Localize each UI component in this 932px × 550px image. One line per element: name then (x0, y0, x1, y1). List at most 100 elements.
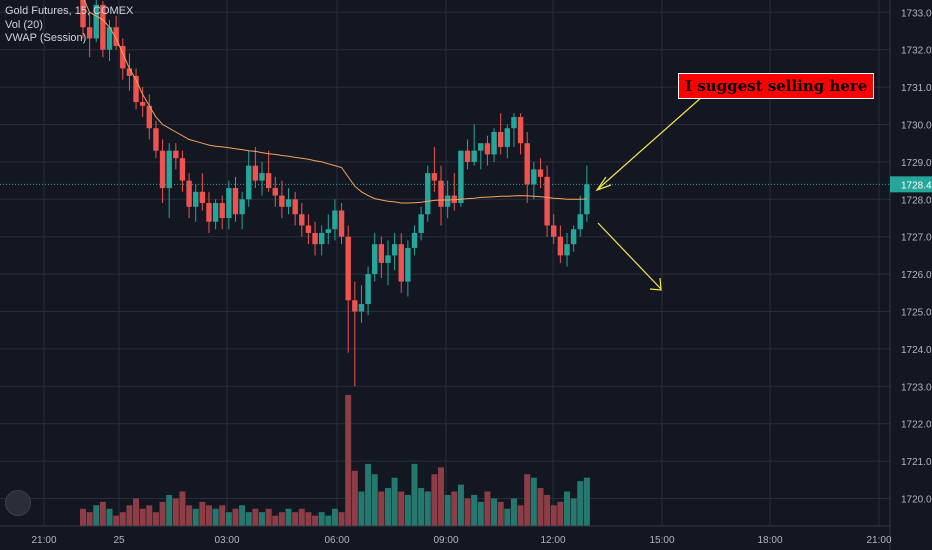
volume-bar (331, 508, 338, 526)
annotation-label[interactable]: I suggest selling here (678, 73, 875, 99)
chart-legend: Gold Futures, 15, COMEX Vol (20) VWAP (S… (5, 5, 133, 46)
volume-bar (312, 515, 319, 526)
price-tick-label: 1731.0 (901, 83, 932, 94)
volume-bar (166, 494, 173, 526)
candle-body (352, 300, 358, 312)
candle-body (206, 203, 212, 222)
volume-bar (510, 498, 517, 526)
vwap-line (83, 0, 587, 204)
candle-body (444, 195, 451, 207)
volume-bar (119, 512, 126, 526)
volume-bar (146, 505, 153, 526)
time-tick-label: 12:00 (540, 535, 565, 546)
symbol-title[interactable]: Gold Futures, 15, COMEX (5, 5, 134, 17)
candle-body (265, 173, 272, 189)
candle-body (186, 180, 192, 207)
volume-bar (570, 498, 577, 526)
candle-body (431, 173, 438, 181)
candle-body (259, 173, 265, 181)
price-axis[interactable]: 1720.0 1721.0 1722.0 1723.0 1724.0 1725.0 1726… (889, 0, 932, 550)
volume-bar (152, 512, 159, 526)
price-tick-label: 1723.0 (901, 382, 932, 393)
candle-body (458, 150, 464, 204)
volume-bar (517, 505, 524, 526)
volume-bar (484, 491, 491, 526)
volume-bar (544, 494, 551, 526)
volume-bar (404, 494, 411, 526)
candle-body (166, 150, 172, 189)
volume-bar (192, 508, 199, 526)
volume-bar (272, 515, 279, 526)
candle-body (478, 143, 484, 151)
price-tick-label: 1728.0 (901, 195, 932, 206)
candle-body (338, 210, 345, 237)
volume-bar (186, 505, 193, 526)
candle-body (398, 244, 404, 282)
candle-body (252, 165, 259, 181)
candle-body (491, 131, 497, 155)
volume-bar (550, 505, 557, 526)
candle-body (411, 232, 418, 248)
candle-body (345, 236, 351, 301)
volume-bar (179, 491, 186, 526)
volume-bar (99, 501, 106, 526)
candle-body (497, 131, 504, 147)
candle-body (106, 27, 113, 50)
volume-bar (345, 394, 352, 526)
candle-body (544, 176, 550, 226)
volume-bar (245, 512, 252, 526)
volume-bar (292, 512, 299, 526)
candle-body (305, 225, 312, 233)
candle-body (438, 180, 444, 207)
candle-body (133, 75, 139, 103)
candle-body (484, 143, 491, 155)
candle-body (80, 0, 86, 28)
candle-body (232, 188, 239, 215)
candle-body (325, 229, 332, 233)
candle-body (537, 169, 544, 177)
candle-body (113, 27, 119, 46)
volume-bar (384, 488, 391, 526)
volume-bar (557, 501, 564, 526)
candle-body (358, 304, 365, 312)
candle-body (146, 105, 152, 129)
candle-body (378, 244, 385, 263)
volume-bar (325, 515, 332, 526)
volume-bar (265, 508, 272, 526)
candle-body (272, 188, 278, 196)
price-tick-label: 1729.0 (901, 158, 932, 169)
volume-bar (113, 515, 120, 526)
down-arrow-line (597, 222, 662, 290)
candle-body (570, 229, 577, 245)
candle-body (246, 165, 252, 200)
down-arrowhead (649, 277, 662, 291)
candle-body (372, 244, 378, 275)
candle-body (86, 27, 93, 39)
candle-body (93, 4, 99, 39)
volume-bar (205, 505, 212, 526)
volume-indicator-label[interactable]: Vol (20) (5, 18, 43, 31)
volume-bars (80, 394, 590, 526)
volume-bar (424, 491, 431, 526)
candle-body (179, 158, 186, 181)
candle-body (577, 214, 583, 230)
time-tick-label: 21:00 (31, 535, 56, 546)
candle-body (279, 195, 285, 207)
volume-bar (305, 512, 312, 526)
tradingview-logo-icon[interactable] (5, 490, 31, 516)
time-axis[interactable]: 21:00 25 03:00 06:00 09:00 12:00 15:00 18:00 21:… (0, 525, 892, 546)
candle-body (405, 247, 411, 282)
volume-bar (371, 474, 378, 526)
volume-bar (252, 508, 259, 526)
vwap-indicator-label[interactable]: VWAP (Session) (5, 32, 87, 44)
time-tick-label: 25 (113, 535, 125, 546)
candle-body (425, 173, 431, 215)
volume-bar (378, 491, 385, 526)
candle-body (564, 244, 570, 256)
time-tick-label: 09:00 (433, 535, 458, 546)
volume-bar (159, 501, 166, 526)
last-price-tag (890, 176, 932, 193)
candle-body (239, 199, 245, 215)
price-tick-label: 1727.0 (901, 233, 932, 244)
